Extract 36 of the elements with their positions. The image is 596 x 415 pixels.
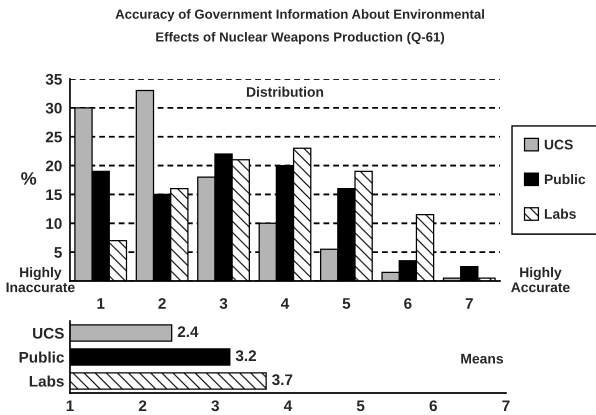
data-label: 3.7 (272, 374, 292, 386)
x-tick-label: 1 (97, 298, 105, 309)
y-tick-label: 20 (46, 160, 62, 172)
x-tick-label: 5 (342, 298, 350, 309)
x-tick-label: 2 (158, 298, 166, 309)
x-tick-label: 7 (502, 400, 510, 412)
legend-label: Labs (544, 208, 576, 219)
y-tick-label: UCS (33, 328, 64, 339)
x-tick-label: 6 (430, 400, 437, 412)
annotation: Distribution (246, 86, 324, 97)
legend-label: Public (544, 174, 586, 184)
y-tick-label: 15 (46, 189, 62, 200)
x-tick-label: 1 (66, 400, 74, 412)
data-label: 3.2 (236, 350, 256, 362)
x-tick-label: 6 (404, 298, 412, 309)
y-tick-label: 25 (46, 132, 62, 142)
x-tick-label: 4 (280, 298, 290, 309)
y-axis-title: % (21, 172, 36, 185)
x-tick-label: 3 (211, 400, 219, 412)
text: Highly Accurate (511, 267, 570, 292)
data-label: 2.4 (178, 326, 198, 337)
y-tick-label: 10 (46, 218, 62, 229)
y-tick-label: Public (20, 351, 64, 363)
annotation: Highly Inaccurate (6, 267, 75, 292)
annotation: Means (461, 354, 504, 364)
chart-title: Accuracy of Government Information About Environmental Effects of Nuclear Weapons Production (Q-61) (116, 9, 484, 44)
x-tick-label: 2 (138, 400, 146, 412)
legend-label: UCS (544, 140, 573, 150)
x-tick-label: 7 (466, 298, 473, 309)
x-tick-label: 4 (284, 400, 292, 412)
y-tick-label: Labs (30, 375, 64, 387)
y-tick-label: 5 (54, 247, 62, 258)
x-tick-label: 5 (356, 400, 364, 412)
x-tick-label: 3 (220, 298, 228, 309)
y-tick-label: 35 (46, 74, 62, 85)
y-tick-label: 30 (46, 102, 62, 114)
